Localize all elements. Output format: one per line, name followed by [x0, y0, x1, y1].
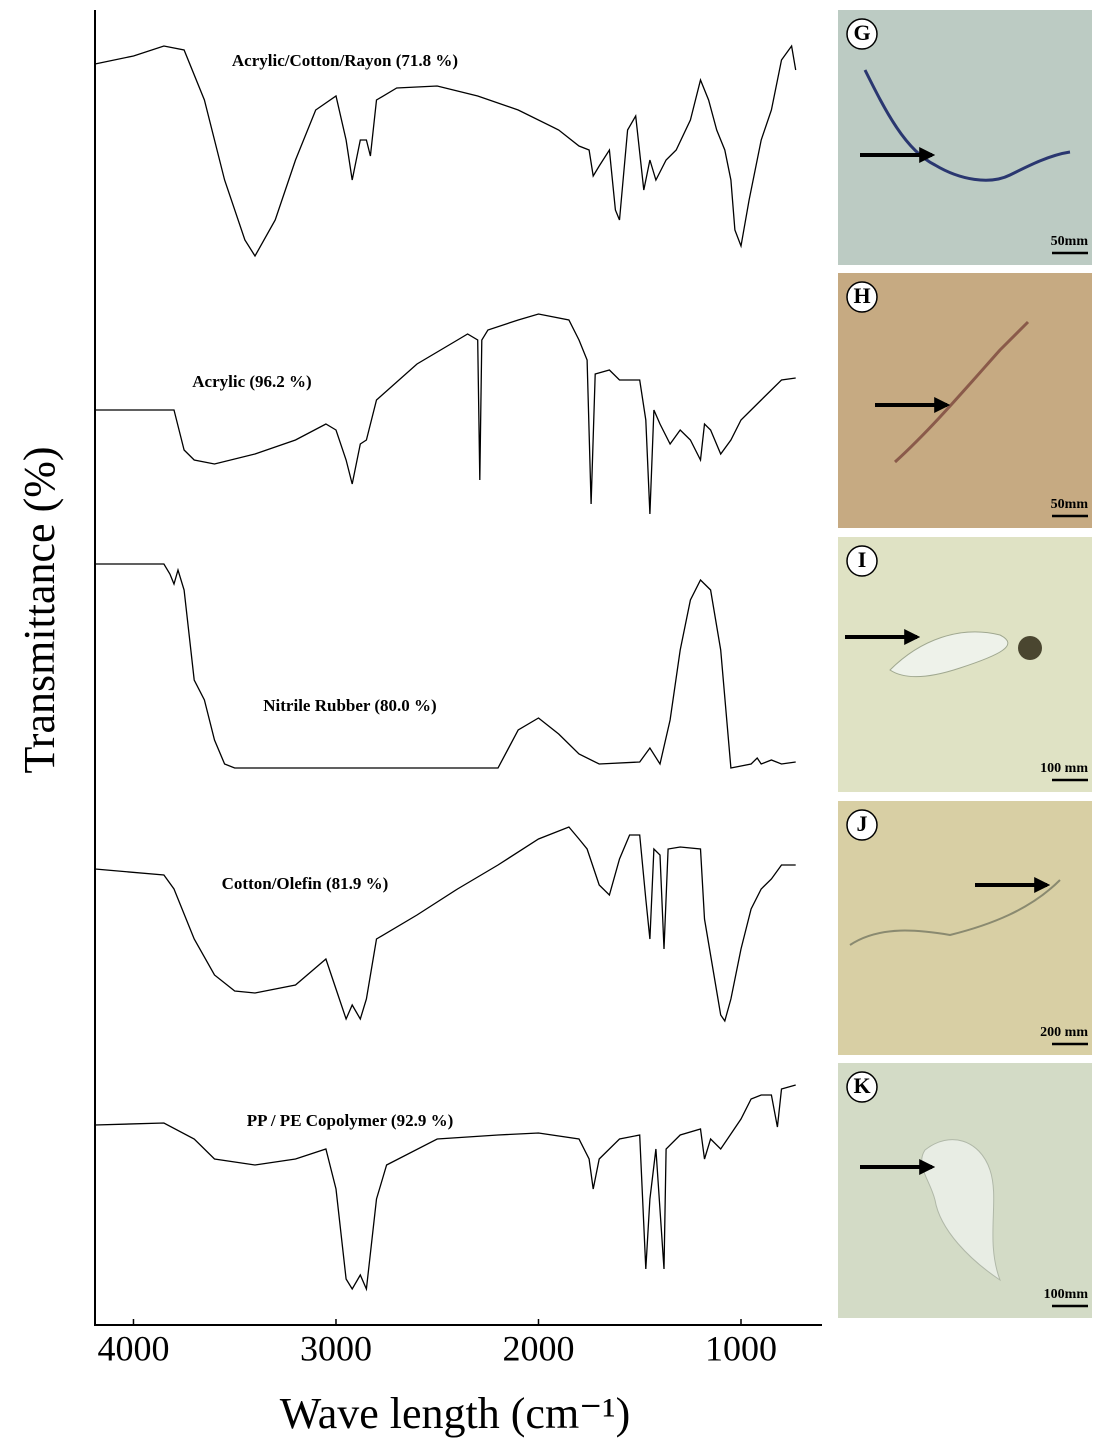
fiber	[893, 320, 1030, 464]
scale-label: 100 mm	[1040, 761, 1088, 776]
panel-badge	[846, 281, 878, 313]
spectrum	[95, 563, 796, 769]
spectrum	[94, 44, 797, 258]
series-label: Nitrile Rubber (80.0 %)	[263, 696, 436, 715]
x-tick-label: 4000	[97, 1328, 169, 1368]
panel-badge	[846, 545, 878, 577]
photo	[838, 801, 1092, 1055]
spectrum	[94, 1084, 796, 1292]
panel-badge	[846, 809, 878, 841]
panel-label: H	[853, 283, 870, 308]
series-label: Acrylic (96.2 %)	[192, 372, 311, 391]
spectrum	[95, 313, 796, 515]
x-tick-label: 2000	[502, 1328, 574, 1368]
fiber	[849, 879, 1061, 946]
scale-label: 50mm	[1051, 497, 1089, 512]
particle	[1018, 636, 1042, 660]
fiber	[863, 69, 1071, 182]
scale-label: 100mm	[1044, 1287, 1089, 1302]
panel-badge	[846, 18, 878, 50]
scale-label: 50mm	[1051, 234, 1089, 249]
panel-badge	[846, 1071, 878, 1103]
photos	[838, 10, 1092, 1318]
x-axis-title: Wave length (cm⁻¹)	[280, 1389, 631, 1438]
scale-label: 200 mm	[1040, 1025, 1088, 1040]
series-label: Cotton/Olefin (81.9 %)	[222, 874, 389, 893]
spectrum	[94, 826, 796, 1023]
series-label: Acrylic/Cotton/Rayon (71.8 %)	[232, 51, 458, 70]
particle	[921, 1139, 1002, 1282]
panel-label: J	[857, 811, 868, 836]
series-label: PP / PE Copolymer (92.9 %)	[247, 1111, 454, 1130]
panel-label: I	[858, 547, 867, 572]
panel-label: G	[853, 20, 870, 45]
photo	[838, 273, 1092, 528]
photo	[838, 10, 1092, 265]
x-tick-label: 3000	[300, 1328, 372, 1368]
x-tick-label: 1000	[705, 1328, 777, 1368]
y-axis-title: Transmittance (%)	[15, 446, 64, 773]
panel-label: K	[853, 1073, 870, 1098]
particle	[889, 631, 1009, 678]
